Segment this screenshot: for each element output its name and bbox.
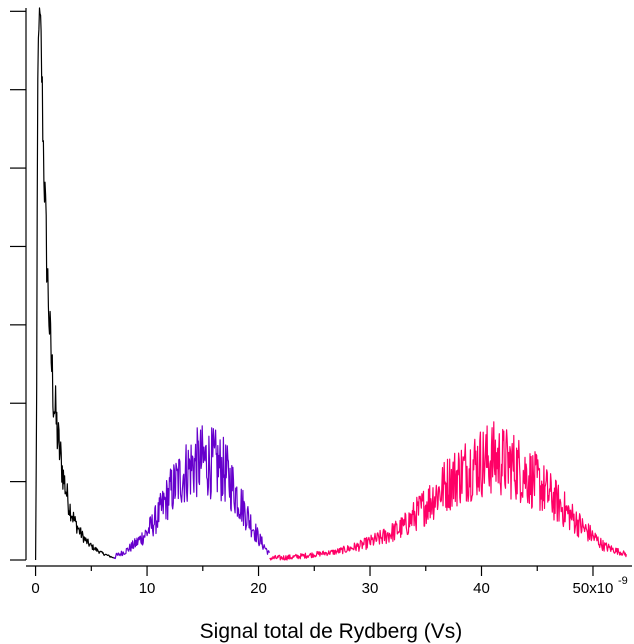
x-tick-label-3: 30 <box>362 580 379 597</box>
series-2-line <box>269 421 627 561</box>
x-axis-title: Signal total de Rydberg (Vs) <box>200 620 463 643</box>
x-tick-label-2: 20 <box>250 580 267 597</box>
series-layer <box>35 7 627 561</box>
x-tick-label-4: 40 <box>473 580 490 597</box>
x-axis-exponent: -9 <box>618 575 628 587</box>
x-tick-label-0: 0 <box>31 580 39 597</box>
series-1-line <box>113 425 270 560</box>
series-0-line <box>35 7 115 561</box>
x-tick-label-5: 50x10 <box>573 580 614 597</box>
tick-label-layer: 0 10 20 30 40 50x10 <box>31 580 613 597</box>
axis-layer <box>10 8 632 576</box>
x-tick-label-1: 10 <box>139 580 156 597</box>
